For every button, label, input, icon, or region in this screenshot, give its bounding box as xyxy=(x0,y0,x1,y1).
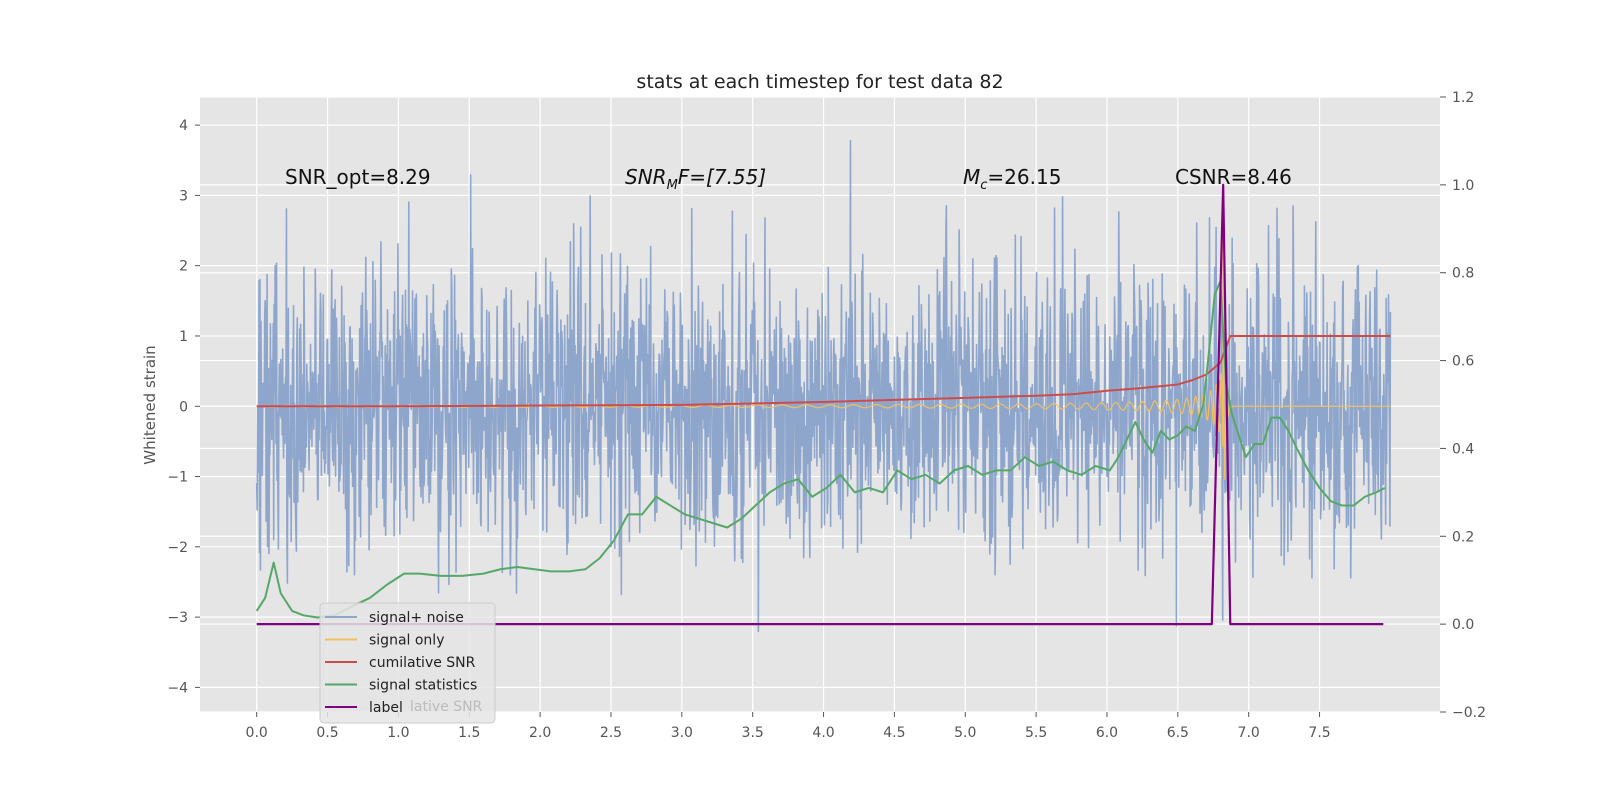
annotation-mc-symbol: M xyxy=(963,165,980,189)
x-tick-label: 2.0 xyxy=(529,725,551,741)
y-tick-label: −4 xyxy=(167,680,188,696)
legend: lative SNR signal+ noise signal only cumil… xyxy=(319,602,496,724)
x-tick-label: 5.5 xyxy=(1025,725,1047,741)
chart-title: stats at each timestep for test data 82 xyxy=(636,71,1003,93)
x-tick-label: 1.0 xyxy=(387,725,409,741)
y-axis-ticks: 4 3 2 1 0 −1 −2 −3 −4 xyxy=(167,118,200,696)
legend-entries: signal+ noise signal only cumilative SNR si… xyxy=(325,610,477,716)
annotation-snr-mf-value: F=[7.55] xyxy=(678,165,766,189)
annotation-snr-mf-subscript: M xyxy=(667,178,678,193)
series-cumulative-snr xyxy=(256,334,1391,408)
y2-tick-label: 1.2 xyxy=(1452,90,1474,106)
y-axis-label: Whitened strain xyxy=(141,345,159,464)
legend-label: signal only xyxy=(369,633,444,649)
y2-tick-label: −0.2 xyxy=(1452,705,1486,721)
y-tick-label: 4 xyxy=(179,118,188,134)
x-tick-label: 4.5 xyxy=(883,725,905,741)
y-tick-label: −1 xyxy=(167,470,188,486)
x-tick-label: 0.5 xyxy=(316,725,338,741)
x-tick-label: 2.5 xyxy=(600,725,622,741)
x-tick-label: 5.0 xyxy=(954,725,976,741)
y-tick-label: 0 xyxy=(179,399,188,415)
series-label xyxy=(256,183,1384,626)
legend-box xyxy=(319,602,496,724)
y2-axis-ticks: 1.2 1.0 0.8 0.6 0.4 0.2 0.0 −0.2 xyxy=(1440,90,1486,721)
x-axis-ticks: 0.0 0.5 1.0 1.5 2.0 2.5 3.0 3.5 4.0 4.5 5.0 5.5 6.0 6… xyxy=(246,712,1331,741)
y2-tick-label: 1.0 xyxy=(1452,178,1474,194)
x-tick-label: 7.0 xyxy=(1238,725,1260,741)
y2-tick-label: 0.6 xyxy=(1452,354,1474,370)
annotation-snr-opt: SNR_opt=8.29 xyxy=(285,165,431,189)
annotation-snr-mf-symbol: SNR xyxy=(625,165,667,189)
x-tick-label: 0.0 xyxy=(246,725,268,741)
legend-label: cumilative SNR xyxy=(369,655,476,671)
series-signal-noise xyxy=(255,139,1392,633)
annotation-mc-value: =26.15 xyxy=(987,165,1061,189)
annotation-mc-subscript: c xyxy=(980,178,987,193)
y-tick-label: −3 xyxy=(167,610,188,626)
y2-tick-label: 0.2 xyxy=(1452,529,1474,545)
y-tick-label: 3 xyxy=(179,188,188,204)
y-tick-label: −2 xyxy=(167,540,188,556)
legend-label: label xyxy=(369,700,403,716)
annotation-csnr: CSNR=8.46 xyxy=(1175,165,1292,189)
series-signal-statistics xyxy=(255,280,1386,619)
x-tick-label: 1.5 xyxy=(458,725,480,741)
annotation-chirp-mass: Mc=26.15 xyxy=(963,165,1061,193)
x-tick-label: 4.0 xyxy=(812,725,834,741)
y2-tick-label: 0.8 xyxy=(1452,266,1474,282)
legend-label: signal statistics xyxy=(369,678,477,694)
legend-label: signal+ noise xyxy=(369,610,464,626)
y-tick-label: 2 xyxy=(179,259,188,275)
annotation-snr-mf: SNRMF=[7.55] xyxy=(625,165,766,193)
x-tick-label: 6.0 xyxy=(1096,725,1118,741)
legend-extra-text: lative SNR xyxy=(410,699,483,715)
y2-tick-label: 0.0 xyxy=(1452,617,1474,633)
y-tick-label: 1 xyxy=(179,329,188,345)
x-tick-label: 7.5 xyxy=(1308,725,1330,741)
x-tick-label: 6.5 xyxy=(1167,725,1189,741)
x-tick-label: 3.5 xyxy=(742,725,764,741)
series-layer xyxy=(255,139,1392,633)
y2-tick-label: 0.4 xyxy=(1452,441,1474,457)
x-tick-label: 3.0 xyxy=(671,725,693,741)
